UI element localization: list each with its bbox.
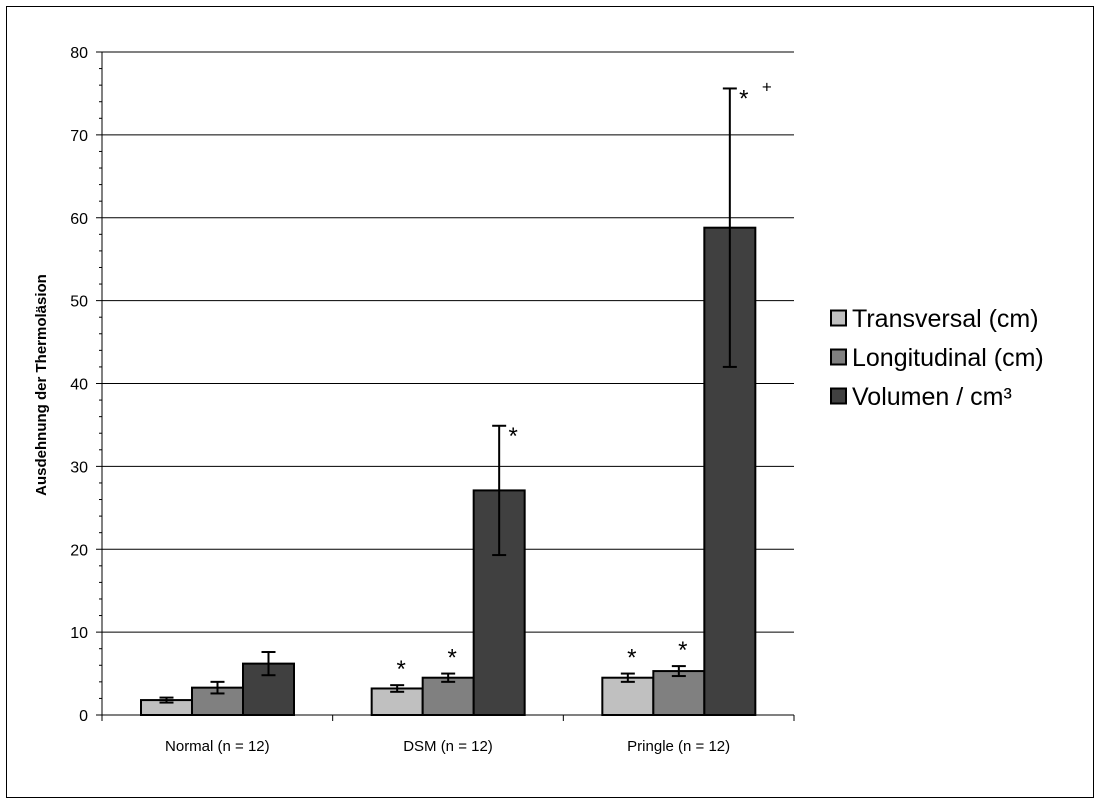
axes — [96, 51, 795, 721]
y-tick-label: 40 — [70, 377, 88, 394]
y-axis-label: Ausdehnung der Thermoläsion — [33, 274, 50, 496]
significance-asterisk: * — [396, 656, 405, 683]
y-tick-label: 0 — [79, 708, 88, 725]
legend-swatch — [830, 309, 847, 327]
chart-frame — [6, 6, 1094, 798]
legend-label: Transversal (cm) — [852, 305, 1039, 333]
legend: Transversal (cm) Longitudinal (cm) Volumen… — [830, 305, 1044, 411]
significance-asterisk: * — [739, 85, 748, 112]
significance-asterisk: * — [508, 423, 517, 450]
y-tick-label: 50 — [70, 294, 88, 311]
error-bars — [159, 87, 737, 704]
y-tick-label: 20 — [70, 542, 88, 559]
x-category-label: DSM (n = 12) — [403, 738, 493, 755]
legend-swatch — [830, 387, 847, 405]
y-tick-label: 10 — [70, 625, 88, 642]
legend-swatch — [830, 348, 847, 366]
legend-label: Longitudinal (cm) — [852, 344, 1044, 372]
significance-asterisk: * — [447, 645, 456, 672]
gridlines — [102, 51, 794, 633]
significance-asterisk: * — [678, 637, 687, 664]
significance-plus: + — [762, 77, 772, 96]
bar — [421, 676, 475, 716]
y-tick-label: 80 — [70, 45, 88, 62]
y-tick-label: 60 — [70, 211, 88, 228]
legend-label: Volumen / cm³ — [852, 383, 1012, 411]
y-tick-label: 30 — [70, 459, 88, 476]
bar — [601, 676, 655, 716]
significance-asterisk: * — [627, 645, 636, 672]
x-category-label: Pringle (n = 12) — [627, 738, 730, 755]
x-category-label: Normal (n = 12) — [165, 738, 270, 755]
axis-labels: 0 10 20 30 40 50 60 70 80 Normal (n = 12) DSM (n =… — [70, 45, 730, 755]
y-tick-label: 70 — [70, 128, 88, 145]
significance-markers: * * * * * * + — [396, 77, 771, 683]
bar — [652, 670, 706, 716]
